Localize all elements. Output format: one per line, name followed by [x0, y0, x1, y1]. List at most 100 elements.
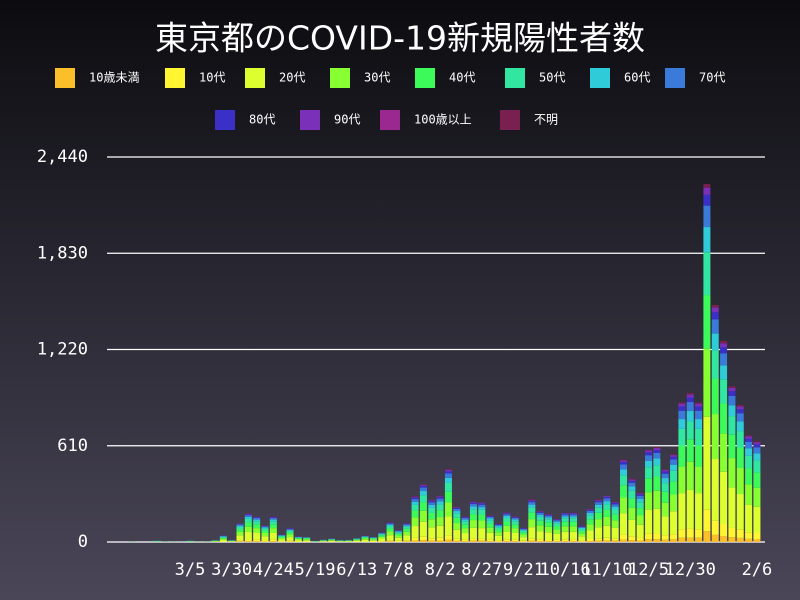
bar-segment: [636, 524, 644, 538]
x-tick-label: 10/16: [540, 560, 591, 580]
bar-segment: [494, 535, 502, 541]
bar-segment: [678, 466, 686, 494]
bar-segment: [428, 527, 436, 539]
bar-segment: [736, 467, 744, 495]
bar-segment: [278, 539, 286, 542]
bar-segment: [570, 512, 578, 514]
bar-segment: [570, 541, 578, 542]
bar-segment: [603, 504, 611, 510]
bar-segment: [686, 402, 694, 412]
bar-segment: [378, 535, 386, 537]
bar-segment: [386, 541, 394, 542]
bar-segment: [620, 469, 628, 476]
chart-title: 東京都のCOVID-19新規陽性者数: [155, 19, 645, 58]
bar-segment: [745, 435, 753, 437]
bar-segment: [494, 540, 502, 542]
x-tick-label: 4/24: [253, 560, 294, 580]
bar-segment: [595, 500, 603, 501]
bar-segment: [736, 409, 744, 414]
bar-segment: [745, 455, 753, 469]
legend-swatch: [505, 68, 525, 88]
bar-segment: [628, 519, 636, 537]
bar-segment: [236, 535, 244, 541]
bar-segment: [236, 529, 244, 532]
bar-segment: [444, 473, 452, 478]
bar-segment: [403, 535, 411, 541]
bar-segment: [728, 395, 736, 406]
bar-segment: [628, 536, 636, 541]
bar-segment: [269, 518, 277, 520]
bar-segment: [511, 541, 519, 542]
bar-segment: [503, 518, 511, 522]
bar-segment: [628, 498, 636, 508]
bar-segment: [428, 538, 436, 541]
bar-segment: [645, 449, 653, 451]
bar-segment: [378, 534, 386, 536]
bar-segment: [536, 541, 544, 542]
bar-segment: [403, 523, 411, 525]
bar-segment: [753, 506, 761, 534]
bar-segment: [444, 469, 452, 472]
legend-swatch: [380, 110, 400, 130]
bar-segment: [528, 504, 536, 508]
bar-segment: [595, 519, 603, 528]
bar-segment: [753, 444, 761, 448]
bar-segment: [536, 525, 544, 532]
bar-segment: [544, 541, 552, 542]
bar-segment: [428, 502, 436, 505]
bar-segment: [328, 540, 336, 542]
bar-segment: [645, 509, 653, 534]
bar-segment: [620, 475, 628, 486]
bar-segment: [286, 529, 294, 530]
bar-segment: [703, 509, 711, 532]
bar-segment: [736, 494, 744, 530]
bar-segment: [561, 512, 569, 514]
bar-segment: [678, 410, 686, 420]
bar-segment: [620, 534, 628, 540]
bar-segment: [386, 531, 394, 536]
bar-segment: [428, 500, 436, 502]
x-tick-label: 9/21: [503, 560, 544, 580]
bar-segment: [503, 514, 511, 516]
bar-segment: [561, 526, 569, 532]
bar-segment: [469, 540, 477, 542]
bar-segment: [728, 434, 736, 459]
bar-segment: [611, 509, 619, 515]
bar-segment: [728, 537, 736, 542]
bar-segment: [544, 517, 552, 520]
legend-label: 80代: [249, 113, 275, 127]
bar-segment: [378, 536, 386, 539]
bar-segment: [244, 541, 252, 542]
bar-segment: [511, 533, 519, 540]
bar-segment: [570, 516, 578, 519]
bar-segment: [403, 525, 411, 527]
bar-segment: [544, 515, 552, 518]
bar-segment: [486, 539, 494, 542]
bar-segment: [544, 526, 552, 533]
bar-segment: [595, 540, 603, 542]
bar-segment: [353, 540, 361, 542]
bar-segment: [469, 509, 477, 515]
bar-segment: [645, 452, 653, 456]
bar-segment: [419, 487, 427, 492]
bar-segment: [720, 340, 728, 344]
bar-segment: [628, 507, 636, 520]
bar-segment: [736, 413, 744, 422]
bar-segment: [253, 524, 261, 529]
bar-segment: [603, 496, 611, 499]
bar-segment: [670, 456, 678, 460]
bar-segment: [711, 378, 719, 415]
bar-segment: [419, 491, 427, 496]
bar-segment: [469, 502, 477, 504]
bar-segment: [244, 518, 252, 523]
bar-segment: [553, 526, 561, 530]
bar-segment: [528, 507, 536, 513]
bar-segment: [253, 533, 261, 540]
bar-segment: [428, 504, 436, 508]
bar-segment: [469, 501, 477, 503]
bar-segment: [678, 402, 686, 404]
bar-segment: [703, 252, 711, 296]
bar-segment: [519, 540, 527, 542]
bar-segment: [411, 499, 419, 502]
bar-segment: [745, 441, 753, 449]
